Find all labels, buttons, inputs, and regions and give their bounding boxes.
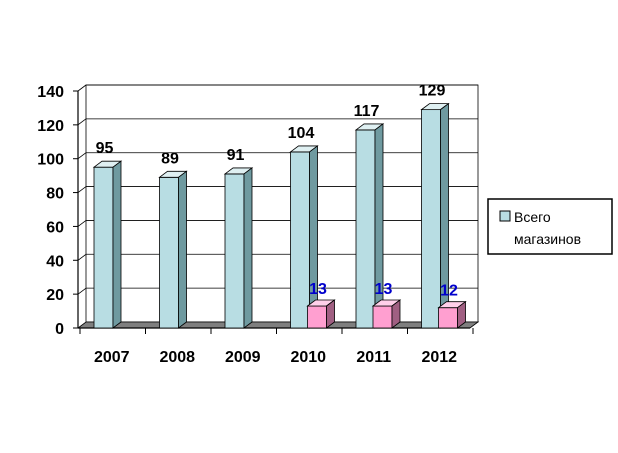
data-label: 95 [96, 140, 114, 157]
gridline-depth [77, 287, 87, 295]
bar-front [307, 305, 327, 329]
y-tick-label: 0 [55, 321, 64, 338]
gridline-depth [77, 253, 87, 261]
y-tick-label: 120 [37, 118, 64, 135]
legend: Всего магазинов [487, 198, 613, 255]
bar-side [243, 167, 253, 329]
bar [306, 299, 336, 329]
legend-box [487, 198, 613, 255]
bar-side [457, 300, 466, 329]
y-tick-label: 40 [46, 253, 64, 270]
legend-swatch [499, 210, 511, 222]
plot-background [85, 84, 479, 323]
data-label: 104 [288, 125, 315, 142]
bars [92, 102, 467, 329]
legend-label-line2: магазинов [514, 231, 581, 247]
bar [371, 299, 402, 329]
bar-front [421, 109, 441, 329]
data-label: 13 [375, 281, 393, 298]
y-tick-label: 60 [46, 219, 64, 236]
data-label: 91 [227, 147, 245, 164]
bar [289, 145, 319, 329]
data-label: 117 [354, 103, 380, 120]
bar-front [93, 166, 114, 329]
data-label: 12 [440, 283, 458, 300]
x-tick-label: 2008 [159, 349, 195, 366]
bar-front [290, 151, 310, 329]
plot-floor [76, 321, 480, 329]
bar [158, 170, 188, 329]
legend-label-line1: Всего [514, 209, 551, 225]
y-tick-label: 20 [46, 287, 64, 304]
bar [223, 167, 254, 329]
data-label: 13 [309, 281, 327, 298]
y-tick-label: 100 [37, 152, 64, 169]
data-label: 129 [419, 83, 446, 100]
bar-front [355, 129, 376, 329]
gridline-depth [77, 220, 87, 227]
x-tick-label: 2009 [225, 349, 261, 366]
bar [420, 102, 450, 329]
gridline-depth [77, 118, 87, 126]
gridline-depth [77, 152, 87, 160]
bar-front [224, 173, 245, 329]
back-wall [85, 84, 479, 323]
bar-front [438, 307, 458, 329]
axes [73, 90, 474, 334]
x-tick-label: 2007 [94, 349, 130, 366]
bar-front [372, 305, 393, 329]
data-label: 89 [161, 150, 179, 167]
y-tick-label: 80 [46, 186, 64, 203]
x-tick-label: 2010 [290, 349, 326, 366]
tick-labels: 0 20 40 60 80 100 120 140 2007 2008 2009 2010 2011 20… [37, 84, 457, 366]
floor-plane [76, 321, 480, 329]
data-labels: 95 89 91 104 117 129 13 13 12 [96, 83, 458, 300]
bar-front [159, 176, 179, 329]
x-tick-label: 2011 [356, 349, 391, 366]
bar-side [178, 170, 187, 329]
y-tick-label: 140 [37, 84, 64, 101]
bar-side [112, 160, 122, 329]
x-tick-label: 2012 [421, 349, 457, 366]
bar-side [391, 299, 401, 329]
gridline-depth [77, 84, 87, 92]
gridline-depth [77, 186, 87, 193]
bar [437, 300, 467, 329]
bar-side [326, 299, 335, 329]
bar [92, 160, 123, 329]
bar [354, 123, 385, 329]
gridlines [77, 84, 478, 295]
